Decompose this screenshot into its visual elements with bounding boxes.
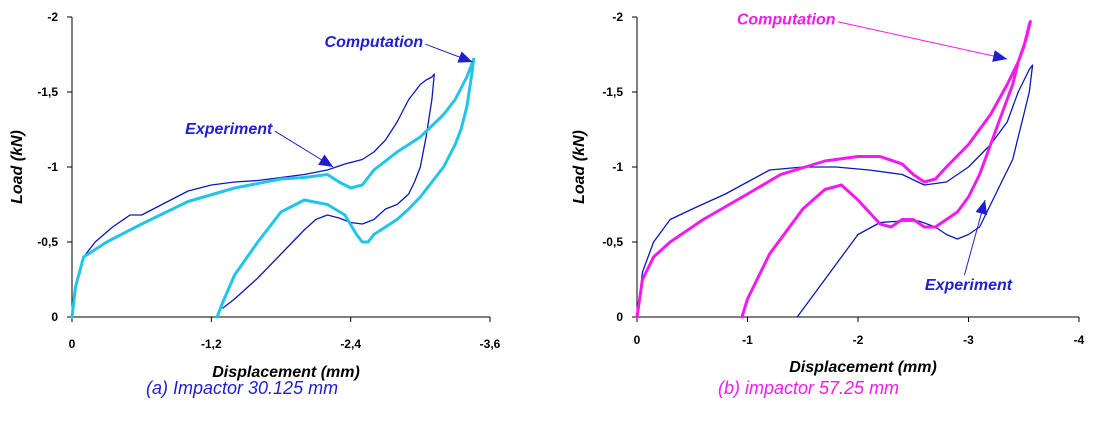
x-tick-label: -2,4 [340, 337, 361, 351]
annotation-arrowhead [318, 154, 334, 167]
x-tick-label: -4 [1074, 333, 1085, 347]
y-tick-label: -1 [47, 160, 58, 174]
series-line-experiment [636, 64, 1034, 318]
x-tick-label: -1,2 [201, 337, 222, 351]
series-line-computation [635, 20, 1032, 319]
y-tick-label: 0 [616, 310, 623, 324]
annotation-leader [837, 21, 1008, 60]
series-line-experiment [71, 73, 435, 318]
x-tick-label: -1 [742, 333, 753, 347]
y-tick-label: -2 [47, 10, 58, 24]
y-tick-label: -0,5 [602, 235, 623, 249]
chart-panel-a: 0 -1,2 -2,4 -3,6 0 -0,5 -1 -1,5 -2 Displacement (… [9, 10, 501, 398]
y-tick-label: 0 [51, 310, 58, 324]
x-tick-label: -3,6 [480, 337, 501, 351]
annotation-label-experiment: Experiment [925, 277, 1013, 294]
x-axis-title: Displacement (mm) [212, 364, 360, 381]
annotation-label-experiment: Experiment [185, 121, 273, 138]
y-tick-label: -1,5 [37, 85, 58, 99]
chart-panel-b: 0 -1 -2 -3 -4 0 -0,5 -1 -1,5 -2 Displacement (mm) L… [560, 0, 1099, 433]
x-tick-label: 0 [69, 337, 76, 351]
annotation-arrowhead [457, 51, 473, 63]
caption-a: (a) Impactor 30.125 mm [146, 378, 339, 398]
annotation-label-computation: Computation [737, 12, 836, 29]
x-tick-label: -2 [853, 333, 864, 347]
y-tick-label: -1 [612, 160, 623, 174]
series-line-computation [70, 57, 476, 319]
chart-b: 0 -1 -2 -3 -4 0 -0,5 -1 -1,5 -2 Displacement (mm) L… [571, 10, 1085, 376]
x-tick-label: -3 [963, 333, 974, 347]
y-tick-label: -2 [612, 10, 623, 24]
y-tick-label: -1,5 [602, 85, 623, 99]
x-tick-label: 0 [634, 333, 641, 347]
chart-a: 0 -1,2 -2,4 -3,6 0 -0,5 -1 -1,5 -2 Displacement (… [9, 10, 501, 381]
annotation-arrowhead [975, 200, 988, 216]
y-axis-title: Load (kN) [571, 130, 588, 204]
x-axis-title: Displacement (mm) [789, 359, 937, 376]
caption-b: (b) impactor 57.25 mm [718, 378, 900, 398]
y-tick-label: -0,5 [37, 235, 58, 249]
annotation-arrowhead [992, 50, 1008, 62]
y-axis-title: Load (kN) [9, 130, 26, 204]
annotation-label-computation: Computation [325, 34, 424, 51]
